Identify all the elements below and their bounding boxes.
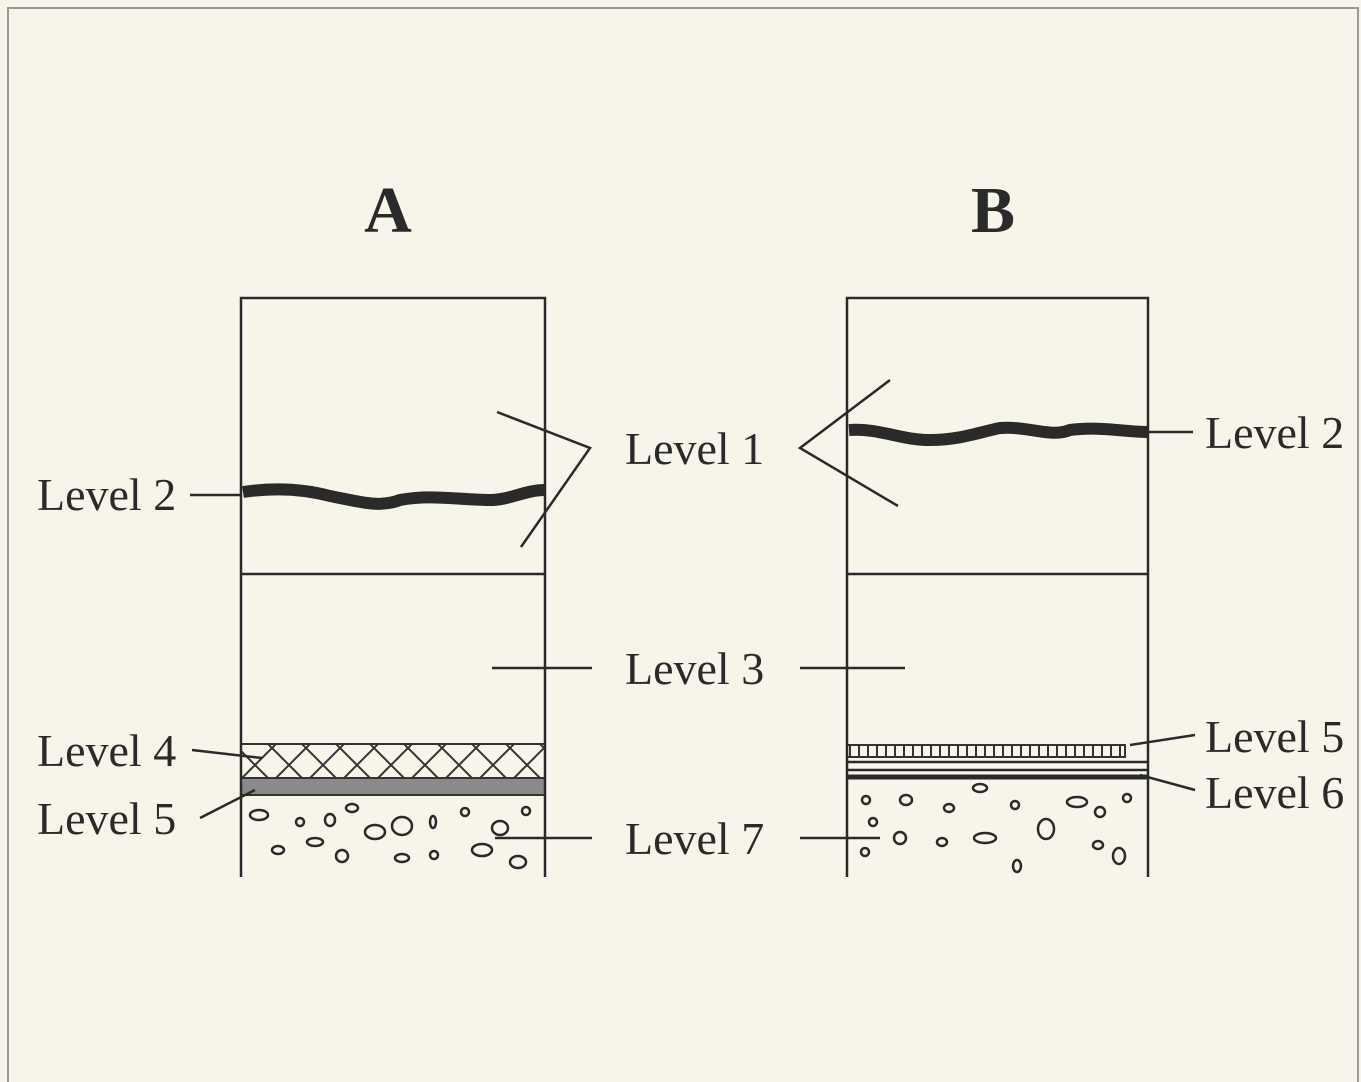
label: Level 3 (625, 643, 764, 694)
label: Level 2 (37, 469, 176, 520)
label: Level 1 (625, 423, 764, 474)
column-title: B (971, 174, 1015, 247)
label: Level 4 (37, 725, 176, 776)
column-a (239, 296, 547, 877)
column-title: A (364, 174, 412, 247)
label: Level 5 (37, 793, 176, 844)
label: Level 5 (1205, 711, 1344, 762)
label: Level 2 (1205, 407, 1344, 458)
label: Level 7 (625, 813, 764, 864)
frame (7, 7, 1359, 1082)
label: Level 6 (1205, 767, 1344, 818)
leader-lines (190, 379, 1196, 840)
column-b (845, 296, 1150, 877)
